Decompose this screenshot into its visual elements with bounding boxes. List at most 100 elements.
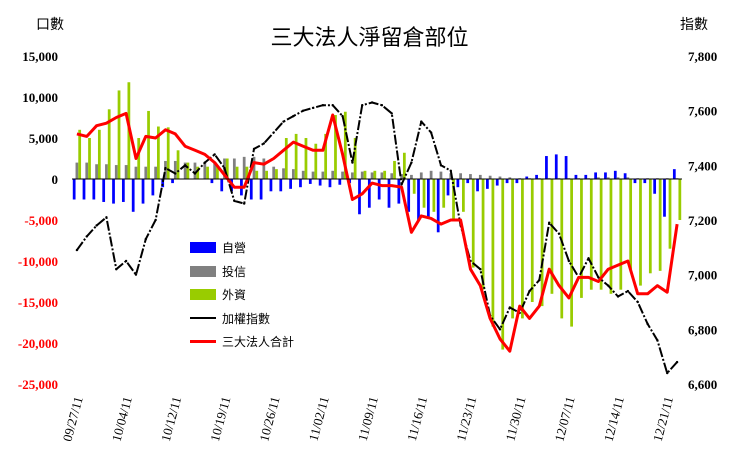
bar-foreign xyxy=(501,179,505,350)
index-point xyxy=(351,161,354,164)
bar-trust xyxy=(469,174,472,179)
index-point xyxy=(675,360,679,364)
bar-trust xyxy=(262,158,266,179)
x-tick-label: 11/16/11 xyxy=(404,395,430,443)
bar-foreign xyxy=(471,179,475,268)
bar-trust xyxy=(370,172,374,179)
bar-trust xyxy=(498,176,502,179)
bar-trust xyxy=(183,162,187,179)
bar-foreign xyxy=(609,179,613,294)
bar-trust xyxy=(488,175,492,179)
index-point xyxy=(134,273,138,276)
legend: 自營 投信 外資 加權指數 三大法人合計 xyxy=(190,236,294,354)
legend-label: 投信 xyxy=(222,264,247,279)
left-axis-ticks: 15,000 10,000 5,000 0 -5,000 -10,000 -15,000 -2… xyxy=(18,49,58,392)
legend-label: 加權指數 xyxy=(222,311,271,326)
bar-foreign xyxy=(412,179,416,194)
bar-foreign xyxy=(343,111,347,179)
bar-proprietary xyxy=(299,179,302,188)
left-tick-label: -20,000 xyxy=(18,336,58,351)
bar-proprietary xyxy=(269,179,273,192)
index-point xyxy=(429,131,433,134)
bar-trust xyxy=(301,170,305,179)
bar-proprietary xyxy=(131,179,135,212)
bar-proprietary xyxy=(121,179,125,202)
bar-proprietary xyxy=(102,179,106,202)
bar-proprietary xyxy=(476,179,479,192)
bar-foreign xyxy=(570,179,573,327)
bar-foreign xyxy=(304,138,308,179)
bar-foreign xyxy=(294,133,298,179)
bar-trust xyxy=(459,173,463,179)
x-axis-ticks: 09/27/11 10/04/11 10/12/11 10/19/11 10/26/11… xyxy=(59,395,676,443)
legend-swatch xyxy=(190,265,216,277)
index-point xyxy=(597,276,600,279)
index-point xyxy=(203,161,207,164)
bar-proprietary xyxy=(259,179,263,200)
bar-proprietary xyxy=(308,179,312,184)
x-tick-label: 11/09/11 xyxy=(355,395,381,443)
index-point xyxy=(656,339,659,342)
bar-foreign xyxy=(166,127,170,179)
index-point xyxy=(164,166,167,170)
bar-foreign xyxy=(540,179,544,307)
left-tick-label: 5,000 xyxy=(29,131,58,146)
bar-foreign xyxy=(353,138,357,179)
bar-foreign xyxy=(186,162,190,179)
bar-proprietary xyxy=(584,174,588,179)
bar-proprietary xyxy=(495,179,499,186)
bar-layer xyxy=(72,82,682,350)
bar-foreign xyxy=(117,90,121,179)
x-tick-label: 09/27/11 xyxy=(59,395,85,443)
index-point xyxy=(193,172,197,175)
legend-item-proprietary: 自營 xyxy=(190,236,294,260)
index-point xyxy=(607,284,610,287)
bar-proprietary xyxy=(171,179,174,184)
bar-foreign xyxy=(245,166,249,179)
index-point xyxy=(508,306,512,309)
index-point xyxy=(498,328,502,331)
total-line xyxy=(76,111,679,353)
x-tick-label: 10/19/11 xyxy=(207,395,233,443)
bar-foreign xyxy=(402,152,406,179)
bar-proprietary xyxy=(377,179,381,200)
left-tick-label: -10,000 xyxy=(18,254,58,269)
legend-label: 三大法人合計 xyxy=(222,335,295,350)
bar-foreign xyxy=(442,179,446,208)
bar-trust xyxy=(478,174,482,179)
bar-proprietary xyxy=(672,169,676,179)
bar-trust xyxy=(331,170,335,179)
bar-trust xyxy=(311,171,315,179)
index-point xyxy=(213,153,216,156)
bar-foreign xyxy=(314,143,318,179)
index-point xyxy=(124,259,128,263)
bar-foreign xyxy=(284,138,288,179)
index-point xyxy=(587,257,590,260)
legend-swatch xyxy=(190,242,216,254)
bar-trust xyxy=(242,156,246,179)
bar-foreign xyxy=(196,166,200,179)
bar-proprietary xyxy=(554,154,558,179)
bar-proprietary xyxy=(623,173,627,179)
bar-foreign xyxy=(639,179,642,286)
bar-foreign xyxy=(560,179,564,319)
line-layer xyxy=(75,101,679,375)
bar-proprietary xyxy=(72,179,76,200)
bar-foreign xyxy=(88,138,91,179)
x-tick-label: 10/26/11 xyxy=(256,395,282,443)
bar-trust xyxy=(390,173,394,179)
bar-trust xyxy=(124,165,128,179)
bar-proprietary xyxy=(604,172,607,179)
legend-swatch xyxy=(190,289,216,301)
bar-proprietary xyxy=(210,179,214,184)
index-point xyxy=(616,295,620,298)
bar-trust xyxy=(154,166,158,179)
x-tick-label: 10/12/11 xyxy=(158,395,184,443)
bar-trust xyxy=(508,177,512,179)
bar-foreign xyxy=(225,158,229,179)
bar-foreign xyxy=(491,179,495,327)
x-tick-label: 12/21/11 xyxy=(650,395,676,443)
index-point xyxy=(636,300,639,304)
legend-item-foreign: 外資 xyxy=(190,283,294,307)
right-tick-label: 7,600 xyxy=(688,104,717,119)
